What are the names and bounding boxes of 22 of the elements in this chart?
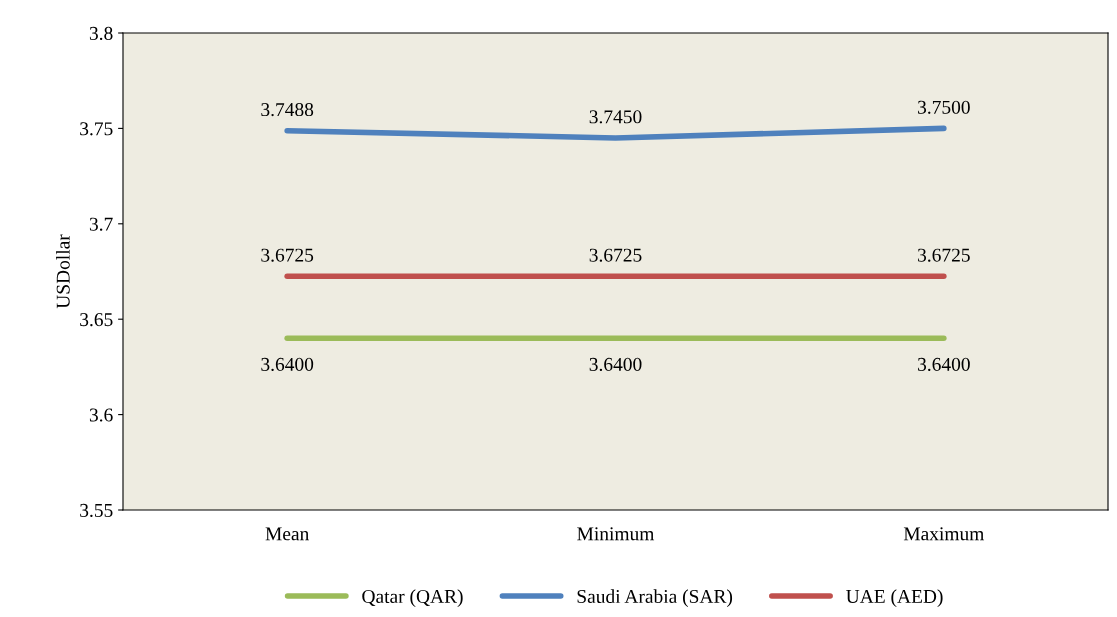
y-tick-label: 3.55 [80, 503, 113, 518]
legend-label: UAE (AED) [846, 589, 943, 607]
y-tick-label: 3.8 [89, 26, 113, 41]
data-label: 3.6400 [918, 357, 970, 372]
data-label: 3.6400 [589, 357, 642, 372]
x-tick-label: Mean [265, 527, 310, 541]
y-tick-label: 3.75 [80, 122, 113, 136]
data-label: 3.6725 [589, 248, 642, 262]
y-axis-title: USDollar [56, 234, 70, 309]
x-tick-label: Minimum [577, 527, 655, 541]
data-label: 3.6400 [261, 357, 314, 372]
y-tick-label: 3.7 [89, 217, 113, 231]
data-label: 3.7450 [589, 110, 642, 124]
data-label: 3.7488 [261, 102, 314, 117]
legend-label: Saudi Arabia (SAR) [577, 589, 733, 607]
x-tick-label: Maximum [903, 527, 985, 541]
y-tick-label: 3.6 [89, 408, 113, 422]
y-tick-label: 3.65 [80, 313, 113, 327]
data-label: 3.6725 [918, 248, 970, 262]
data-label: 3.7500 [918, 100, 970, 114]
legend-label: Qatar (QAR) [362, 589, 463, 607]
data-label: 3.6725 [261, 248, 314, 262]
